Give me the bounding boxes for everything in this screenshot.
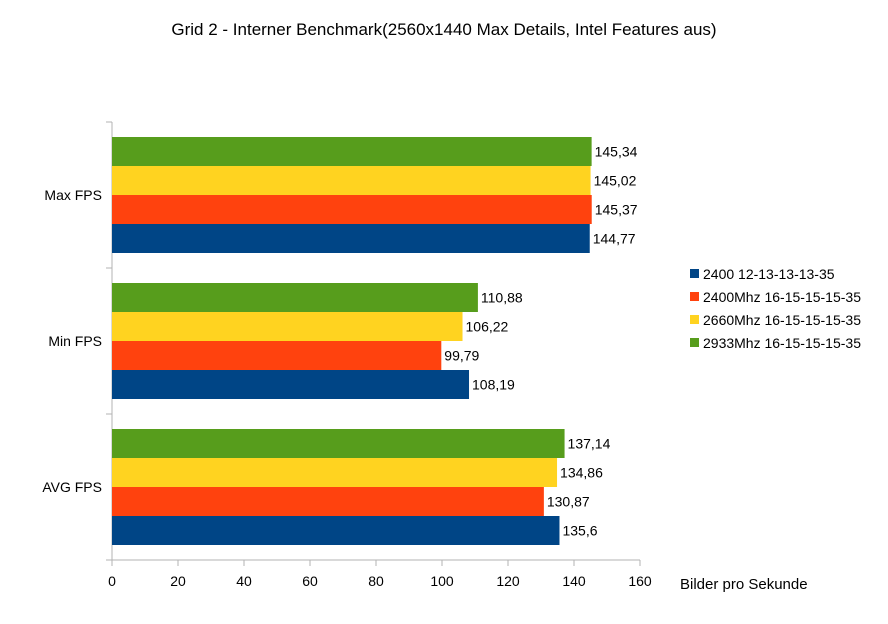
x-tick-label: 80	[368, 573, 384, 589]
data-label: 145,34	[595, 144, 638, 160]
bar	[112, 458, 558, 487]
data-label: 145,37	[595, 202, 638, 218]
data-label: 134,86	[560, 465, 603, 481]
data-label: 135,6	[562, 523, 597, 539]
legend-label: 2933Mhz 16-15-15-15-35	[703, 334, 861, 351]
x-tick-label: 40	[236, 573, 252, 589]
bar	[112, 312, 463, 341]
x-tick-label: 20	[170, 573, 186, 589]
bar	[112, 487, 544, 516]
data-label: 106,22	[466, 319, 509, 335]
x-tick-label: 0	[108, 573, 116, 589]
legend-label: 2400 12-13-13-13-35	[703, 265, 835, 282]
bar	[112, 516, 560, 545]
data-label: 137,14	[568, 436, 611, 452]
bar	[112, 341, 442, 370]
legend-item: 2933Mhz 16-15-15-15-35	[690, 331, 861, 354]
legend-swatch	[690, 292, 699, 301]
bar	[112, 224, 590, 253]
legend-label: 2400Mhz 16-15-15-15-35	[703, 288, 861, 305]
data-label: 99,79	[444, 348, 479, 364]
x-tick-label: 100	[430, 573, 454, 589]
data-label: 144,77	[593, 231, 636, 247]
category-label: Max FPS	[44, 187, 102, 203]
x-tick-label: 140	[562, 573, 586, 589]
data-label: 130,87	[547, 494, 590, 510]
category-label: Min FPS	[48, 333, 102, 349]
bar	[112, 195, 592, 224]
legend-swatch	[690, 338, 699, 347]
bar	[112, 137, 592, 166]
legend-item: 2660Mhz 16-15-15-15-35	[690, 308, 861, 331]
legend-label: 2660Mhz 16-15-15-15-35	[703, 311, 861, 328]
x-axis-label: Bilder pro Sekunde	[680, 576, 808, 593]
legend-item: 2400Mhz 16-15-15-15-35	[690, 285, 861, 308]
x-tick-label: 60	[302, 573, 318, 589]
chart-title: Grid 2 - Interner Benchmark(2560x1440 Ma…	[171, 20, 717, 39]
legend-swatch	[690, 315, 699, 324]
data-label: 108,19	[472, 377, 515, 393]
legend-swatch	[690, 269, 699, 278]
legend-item: 2400 12-13-13-13-35	[690, 262, 861, 285]
data-label: 145,02	[594, 173, 637, 189]
bar	[112, 283, 478, 312]
data-label: 110,88	[481, 290, 523, 306]
bar	[112, 370, 470, 399]
x-tick-label: 160	[628, 573, 652, 589]
category-label: AVG FPS	[42, 479, 102, 495]
legend: 2400 12-13-13-13-35 2400Mhz 16-15-15-15-3…	[690, 262, 861, 354]
x-tick-label: 120	[496, 573, 520, 589]
bar	[112, 429, 565, 458]
bar	[112, 166, 591, 195]
